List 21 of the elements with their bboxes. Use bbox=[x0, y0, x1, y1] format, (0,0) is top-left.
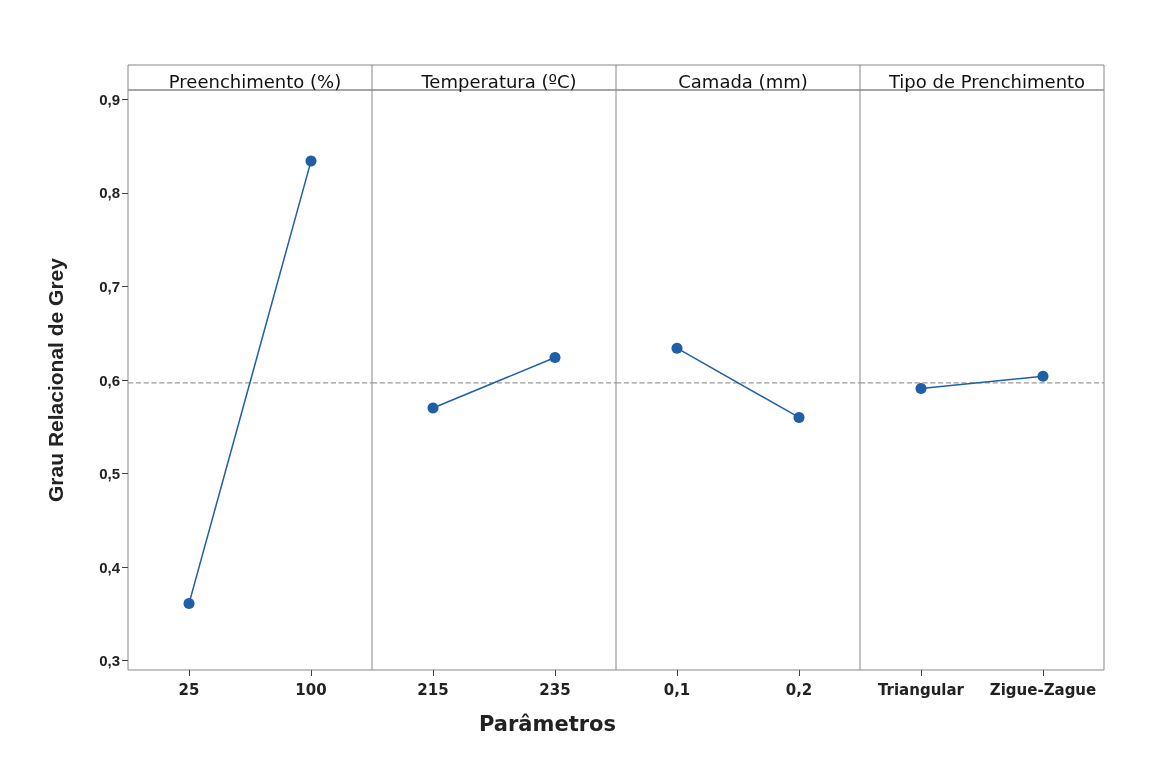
y-tick-label: 0,3 bbox=[99, 652, 120, 670]
chart-title: Temperatura (ºC) bbox=[420, 70, 577, 92]
y-tick-label: 0,5 bbox=[99, 465, 120, 483]
y-tick-label: 0,9 bbox=[99, 90, 120, 108]
chart-title: Preenchimento (%) bbox=[168, 70, 342, 92]
x-tick-label: 100 bbox=[295, 680, 327, 699]
x-tick-label: Zigue-Zague bbox=[989, 680, 1097, 699]
x-axis-title: Parâmetros bbox=[478, 712, 616, 736]
x-tick-label: 235 bbox=[539, 680, 571, 699]
y-axis-title: Grau Relacional de Grey bbox=[44, 257, 67, 502]
x-tick-label: Triangular bbox=[877, 680, 965, 699]
chart-title: Tipo de Prenchimento bbox=[887, 70, 1086, 92]
x-tick-label: 0,2 bbox=[785, 680, 813, 699]
y-tick-label: 0,6 bbox=[99, 371, 120, 389]
x-tick-label: 25 bbox=[178, 680, 200, 699]
y-tick-label: 0,7 bbox=[99, 277, 120, 295]
y-tick-label: 0,8 bbox=[99, 184, 120, 202]
chart-title: Camada (mm) bbox=[678, 70, 808, 92]
x-tick-label: 0,1 bbox=[663, 680, 691, 699]
x-tick-label: 215 bbox=[417, 680, 449, 699]
y-tick-label: 0,4 bbox=[99, 558, 121, 576]
